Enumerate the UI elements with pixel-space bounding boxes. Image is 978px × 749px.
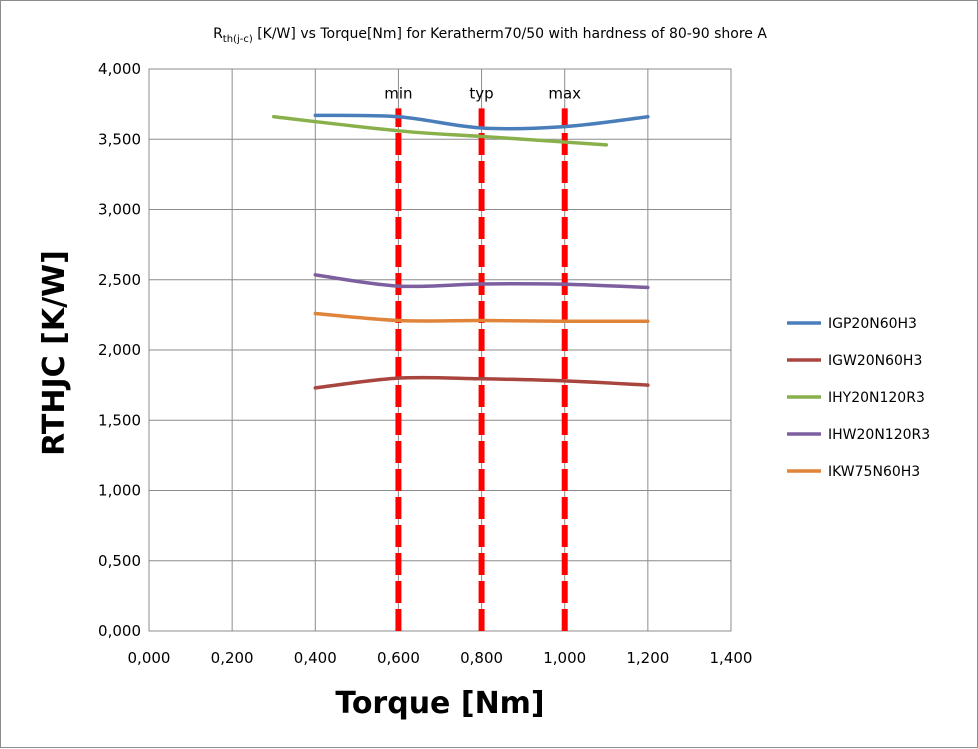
x-tick-label: 0,400 (294, 649, 337, 667)
series-line-ihy20n120r3 (271, 115, 609, 147)
tick-labels: 0,000 0,500 1,000 1,500 2,000 2,500 3,000 3,500… (98, 60, 752, 667)
x-tick-label: 1,000 (543, 649, 586, 667)
x-tick-label: 0,600 (377, 649, 420, 667)
y-tick-label: 0,500 (98, 552, 141, 570)
y-axis-title: RTHJC [K/W] (37, 250, 72, 456)
legend-label-ikw75n60h3: IKW75N60H3 (828, 464, 920, 480)
title-prefix: R (213, 26, 223, 42)
x-tick-label: 1,400 (710, 649, 753, 667)
y-tick-label: 3,000 (98, 201, 141, 219)
series-lines (271, 113, 650, 390)
title-subscript: th(j-c) (223, 34, 253, 45)
series-line-ihw20n120r3 (313, 273, 650, 290)
title-rest: [K/W] vs Torque[Nm] for Keratherm70/50 w… (253, 26, 768, 42)
x-tick-label: 1,200 (626, 649, 669, 667)
legend-label-ihy20n120r3: IHY20N120R3 (828, 390, 925, 406)
y-tick-label: 2,000 (98, 341, 141, 359)
y-tick-label: 1,000 (98, 482, 141, 500)
legend: IGP20N60H3 IGW20N60H3 IHY20N120R3 IHW20N120… (787, 316, 930, 480)
ref-label-typ: typ (469, 85, 493, 103)
x-tick-label: 0,800 (460, 649, 503, 667)
reference-lines: min typ max (384, 85, 581, 631)
grid (149, 69, 731, 631)
legend-label-ihw20n120r3: IHW20N120R3 (828, 427, 930, 443)
legend-label-igw20n60h3: IGW20N60H3 (828, 353, 922, 369)
ref-label-max: max (548, 85, 581, 103)
series-line-igw20n60h3 (313, 375, 650, 390)
legend-label-igp20n60h3: IGP20N60H3 (828, 316, 917, 332)
series-line-igp20n60h3 (313, 113, 650, 131)
series-line-ikw75n60h3 (313, 311, 650, 323)
x-tick-label: 0,000 (128, 649, 171, 667)
chart-title: Rth(j-c) [K/W] vs Torque[Nm] for Kerathe… (213, 26, 767, 45)
y-tick-label: 1,500 (98, 411, 141, 429)
y-tick-label: 4,000 (98, 60, 141, 78)
x-axis-title: Torque [Nm] (335, 686, 544, 721)
ref-label-min: min (384, 85, 412, 103)
x-tick-label: 0,200 (211, 649, 254, 667)
plot-area (148, 68, 732, 632)
y-tick-label: 3,500 (98, 130, 141, 148)
y-tick-label: 0,000 (98, 622, 141, 640)
y-tick-label: 2,500 (98, 271, 141, 289)
